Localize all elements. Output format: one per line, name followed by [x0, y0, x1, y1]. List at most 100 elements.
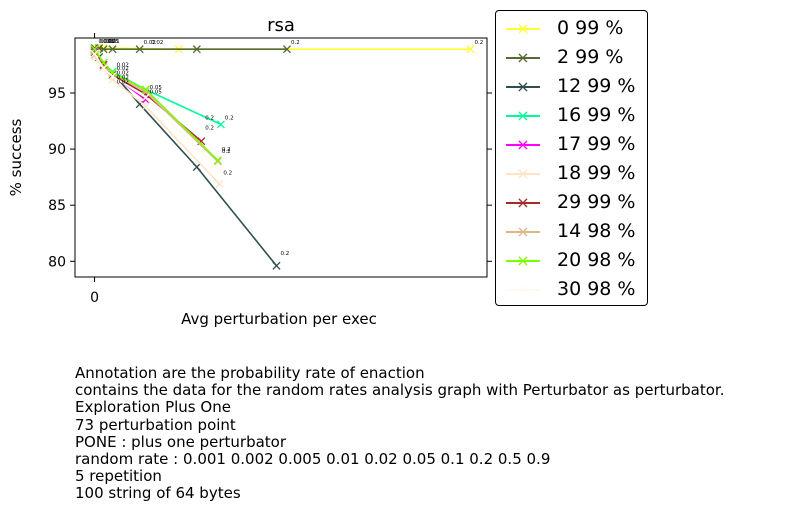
legend-entry: × 29 99 % — [496, 188, 649, 217]
legend-marker-icon: × — [516, 280, 530, 299]
point-annotation: 0.02 — [144, 40, 156, 46]
caption-line: Annotation are the probability rate of e… — [75, 364, 425, 382]
legend-swatch-line — [506, 86, 540, 88]
legend-marker-icon: × — [516, 19, 530, 38]
point-annotation: 0.02 — [117, 63, 129, 69]
legend-swatch-line — [506, 173, 540, 175]
y-axis-label: % success — [7, 118, 25, 196]
legend-entry: × 14 98 % — [496, 217, 649, 246]
data-point — [213, 165, 222, 174]
legend-label: 16 99 % — [557, 104, 636, 126]
data-point — [90, 48, 99, 57]
legend-swatch-line — [506, 231, 540, 233]
legend-label: 14 98 % — [557, 220, 636, 242]
legend-entry: × 2 99 % — [496, 43, 649, 72]
data-point — [99, 45, 108, 54]
point-annotation: 0.02 — [117, 66, 129, 72]
legend-label: 12 99 % — [557, 75, 636, 97]
point-annotation: 0.05 — [150, 90, 163, 96]
legend-label: 30 98 % — [557, 278, 636, 300]
x-axis-label: Avg perturbation per exec — [181, 310, 377, 328]
legend-entry: × 17 99 % — [496, 130, 649, 159]
point-annotation: 0.2 — [291, 40, 300, 46]
legend-marker-icon: × — [516, 164, 530, 183]
legend-label: 17 99 % — [557, 133, 636, 155]
point-annotation: 0.2 — [205, 125, 214, 131]
point-annotation: 0.01 — [108, 39, 120, 45]
legend-entry: × 20 98 % — [496, 246, 649, 275]
data-point — [108, 72, 117, 81]
data-point — [99, 64, 108, 73]
legend-entry: × 30 98 % — [496, 275, 649, 304]
plot-frame — [74, 37, 488, 278]
legend-marker-icon: × — [516, 77, 530, 96]
legend-marker-icon: × — [516, 106, 530, 125]
point-annotation: 0.2 — [222, 149, 231, 155]
point-annotation: 0.02 — [117, 75, 129, 81]
data-point — [135, 100, 144, 109]
legend-entry: × 16 99 % — [496, 101, 649, 130]
data-point — [108, 68, 117, 77]
point-annotation: 0.2 — [225, 115, 234, 121]
legend-swatch-line — [506, 289, 540, 291]
point-annotation: 0.2 — [474, 40, 483, 46]
legend-marker-icon: × — [516, 48, 530, 67]
point-annotation: 0.2 — [280, 251, 289, 257]
y-tick-label: 80 — [48, 254, 66, 270]
chart-legend: × 0 99 % × 2 99 % × 12 99 % × 16 99 % × 17 99 % × 1… — [495, 10, 648, 306]
legend-entry: × 12 99 % — [496, 72, 649, 101]
legend-swatch-line — [506, 28, 540, 30]
legend-label: 20 98 % — [557, 249, 636, 271]
data-point — [192, 162, 201, 172]
y-tick-label: 95 — [48, 86, 66, 102]
point-annotation: 0.05 — [150, 85, 163, 91]
data-point — [108, 45, 117, 54]
point-annotation: 0.002 — [100, 39, 116, 45]
legend-label: 2 99 % — [557, 46, 624, 68]
legend-label: 18 99 % — [557, 162, 636, 184]
legend-marker-icon: × — [516, 193, 530, 212]
legend-swatch-line — [506, 57, 540, 59]
caption-line: 5 repetition — [75, 467, 162, 486]
data-point — [466, 45, 475, 54]
point-annotation: 0.02 — [117, 79, 129, 85]
caption-line: contains the data for the random rates a… — [75, 381, 725, 400]
legend-label: 29 99 % — [557, 191, 636, 213]
data-point — [99, 60, 108, 69]
data-point — [141, 85, 150, 94]
data-point — [135, 45, 144, 54]
caption-line: Exploration Plus One — [75, 398, 231, 417]
chart-caption: Annotation are the probability rate of e… — [75, 364, 725, 503]
data-point — [272, 261, 281, 270]
chart-title: rsa — [267, 15, 295, 36]
y-tick-label: 85 — [48, 198, 66, 214]
legend-swatch-line — [506, 144, 540, 146]
point-annotation: 0.001 — [99, 39, 115, 45]
legend-entry: × 18 99 % — [496, 159, 649, 188]
caption-line: 100 string of 64 bytes — [75, 484, 241, 503]
point-annotation: 0.2 — [222, 147, 231, 153]
point-annotation: 0.2 — [205, 115, 214, 121]
point-annotation: 0.2 — [223, 170, 232, 176]
legend-label: 0 99 % — [557, 17, 624, 39]
legend-swatch-line — [506, 260, 540, 262]
data-point — [215, 179, 224, 188]
point-annotation: 0.005 — [103, 39, 119, 45]
legend-swatch-line — [506, 115, 540, 117]
caption-line: 73 perturbation point — [75, 415, 236, 434]
y-tick-label: 90 — [48, 142, 66, 158]
caption-line: PONE : plus one perturbator — [75, 432, 287, 451]
data-point — [216, 120, 225, 129]
data-point — [141, 102, 150, 111]
legend-swatch-line — [506, 202, 540, 204]
caption-line: random rate : 0.001 0.002 0.005 0.01 0.0… — [75, 450, 551, 469]
x-tick-label: 0 — [90, 290, 99, 306]
legend-marker-icon: × — [516, 135, 530, 154]
data-point — [141, 93, 150, 102]
data-point — [213, 156, 222, 165]
legend-marker-icon: × — [516, 251, 530, 270]
data-point — [90, 49, 99, 58]
data-point — [282, 45, 292, 54]
point-annotation: 0.02 — [151, 40, 163, 46]
